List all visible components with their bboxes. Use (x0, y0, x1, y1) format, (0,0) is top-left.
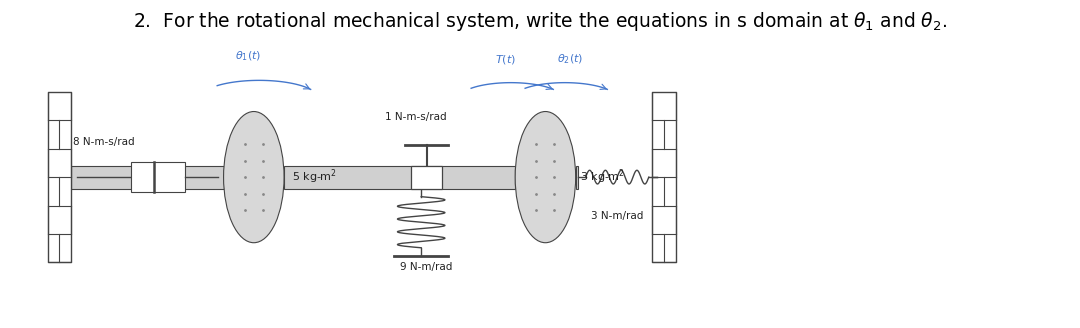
Text: 3 kg-m$^2$: 3 kg-m$^2$ (580, 168, 625, 186)
Ellipse shape (515, 112, 576, 243)
Text: $\theta_1(t)$: $\theta_1(t)$ (235, 49, 261, 63)
Ellipse shape (224, 112, 284, 243)
Text: 3 N-m/rad: 3 N-m/rad (591, 211, 644, 221)
Bar (652, 92, 676, 262)
Bar (48, 92, 71, 262)
Bar (71, 166, 224, 189)
Text: 5 kg-m$^2$: 5 kg-m$^2$ (292, 168, 337, 186)
Text: $T(t)$: $T(t)$ (495, 52, 516, 66)
Bar (576, 166, 578, 189)
Bar (132, 162, 185, 192)
Text: $\theta_2(t)$: $\theta_2(t)$ (557, 52, 583, 66)
Bar (284, 166, 515, 189)
Text: 8 N-m-s/rad: 8 N-m-s/rad (73, 137, 135, 147)
Text: 9 N-m/rad: 9 N-m/rad (401, 262, 453, 272)
Text: 1 N-m-s/rad: 1 N-m-s/rad (384, 112, 447, 122)
Text: 2.  For the rotational mechanical system, write the equations in s domain at $\t: 2. For the rotational mechanical system,… (133, 10, 947, 33)
Bar (411, 166, 442, 189)
